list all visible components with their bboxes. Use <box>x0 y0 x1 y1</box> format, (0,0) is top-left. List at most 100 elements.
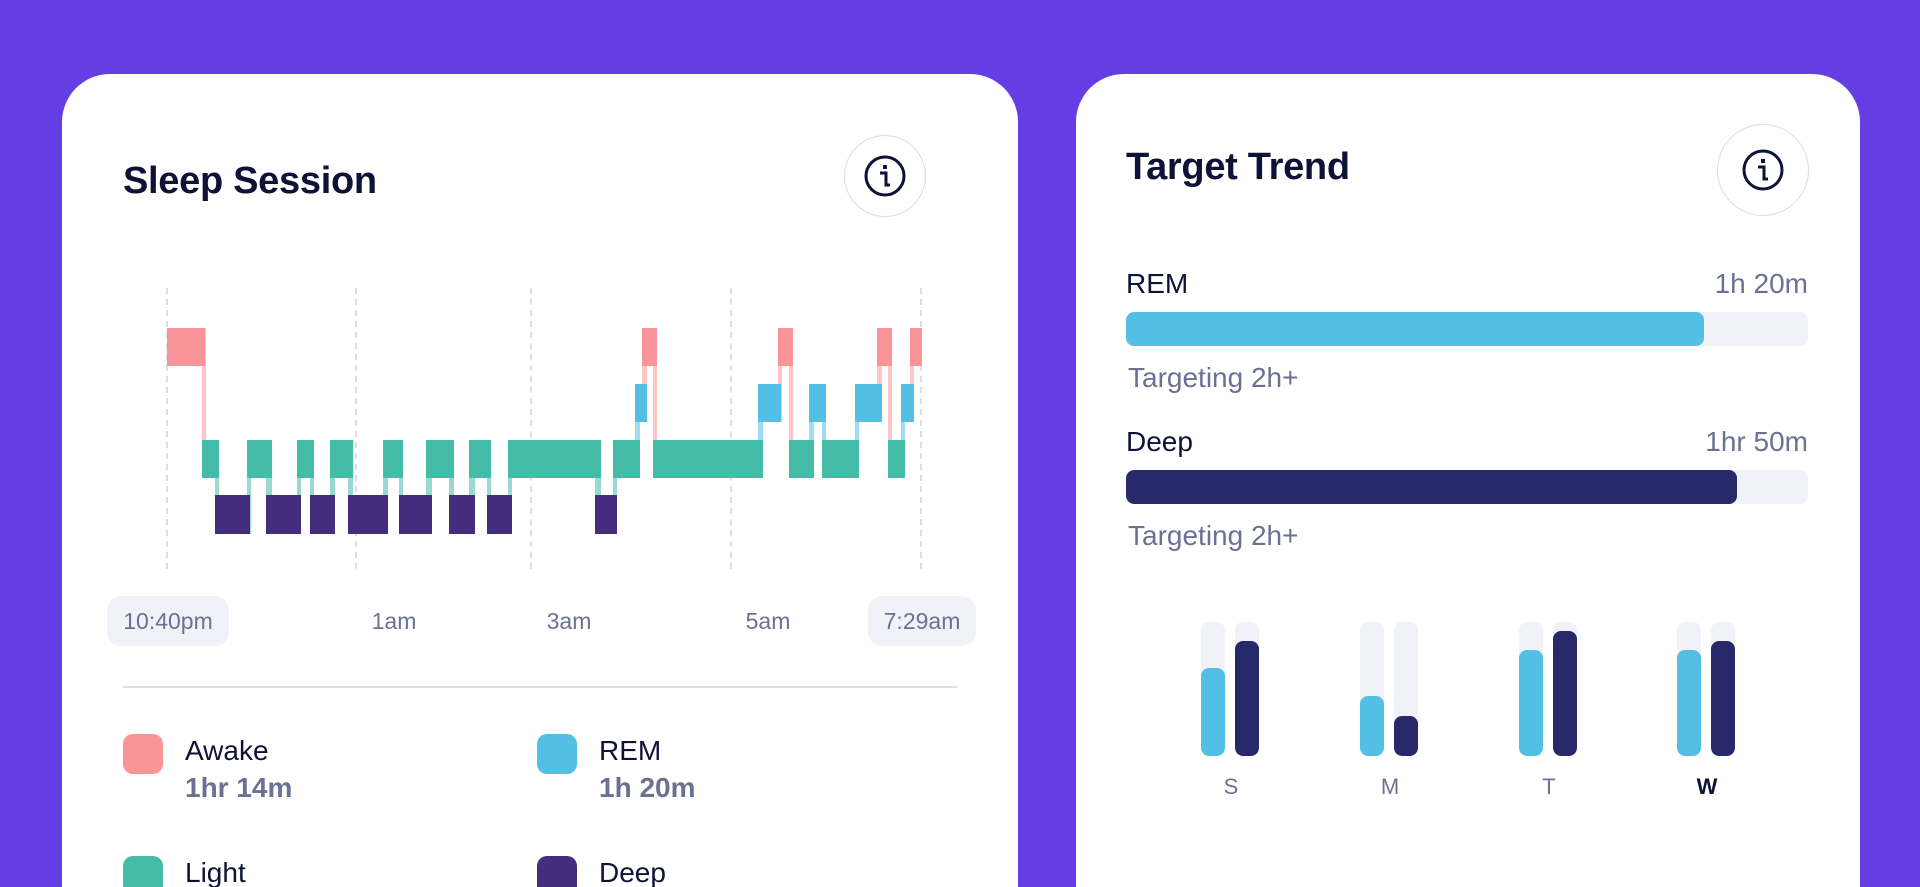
rem-bar-track <box>1519 622 1543 756</box>
metric-header-deep: Deep 1hr 50m <box>1126 426 1808 458</box>
stage-transition <box>348 440 353 534</box>
stage-transition <box>297 440 301 534</box>
metric-value: 1h 20m <box>1714 268 1808 299</box>
segment-deep <box>399 495 432 534</box>
day-label: M <box>1380 774 1400 799</box>
stage-transition <box>642 328 647 422</box>
legend-item-rem: REM 1h 20m <box>537 734 696 808</box>
day-bar-group <box>1519 622 1579 756</box>
segment-rem <box>758 384 781 422</box>
progress-track-rem <box>1126 312 1808 346</box>
segment-light <box>653 440 763 478</box>
stage-transition <box>310 440 314 534</box>
segment-light <box>508 440 601 478</box>
legend-value: 1hr 14m <box>185 772 293 803</box>
rem-bar-track <box>1677 622 1701 756</box>
segment-awake <box>910 328 922 366</box>
rem-bar-fill <box>1360 695 1384 756</box>
stage-transition <box>901 384 905 478</box>
day-bar-group <box>1360 622 1420 756</box>
segment-light <box>330 440 353 478</box>
segment-light <box>469 440 491 478</box>
stage-transition <box>778 328 782 422</box>
deep-bar-track <box>1553 622 1577 756</box>
stage-transition <box>635 384 640 478</box>
segment-rem <box>901 384 914 422</box>
info-icon <box>864 155 906 197</box>
progress-track-deep <box>1126 470 1808 504</box>
legend-label: Awake <box>185 735 269 766</box>
legend-item-deep: Deep <box>537 856 666 887</box>
stage-transition <box>449 440 454 534</box>
segment-awake <box>877 328 892 366</box>
metric-value: 1hr 50m <box>1705 426 1808 457</box>
stage-transition <box>910 328 914 422</box>
target-trend-info-button[interactable] <box>1717 124 1809 216</box>
segment-rem <box>855 384 882 422</box>
metric-header-rem: REM 1h 20m <box>1126 268 1808 300</box>
segment-light <box>383 440 403 478</box>
rem-bar-track <box>1360 622 1384 756</box>
segment-rem <box>809 384 826 422</box>
segment-light <box>247 440 272 478</box>
sleep-session-card: Sleep Session 10:40pm 1am 3am 5am 7:29am Awa… <box>62 74 1018 887</box>
legend-value: 1h 20m <box>599 772 696 803</box>
stage-transition <box>426 440 432 534</box>
segment-deep <box>310 495 335 534</box>
info-icon <box>1742 149 1784 191</box>
stage-transition <box>215 440 219 534</box>
stage-transition <box>888 328 892 478</box>
time-label: 7:29am <box>867 596 977 646</box>
legend-label: REM <box>599 735 662 766</box>
segment-light <box>789 440 814 478</box>
stage-transition <box>877 328 882 422</box>
stage-transition <box>855 384 859 478</box>
rem-swatch <box>537 734 577 774</box>
progress-fill <box>1126 312 1704 346</box>
progress-fill <box>1126 470 1738 504</box>
rem-bar-fill <box>1201 667 1225 756</box>
segment-awake <box>778 328 793 366</box>
stage-transition <box>266 440 272 534</box>
segment-deep <box>595 495 617 534</box>
metric-name: Deep <box>1126 426 1193 457</box>
time-label: 10:40pm <box>107 596 229 646</box>
hypnogram-chart <box>166 288 922 574</box>
segment-light <box>202 440 219 478</box>
deep-bar-fill <box>1711 640 1735 756</box>
stage-transition <box>202 328 206 478</box>
segment-awake <box>167 328 205 366</box>
segment-deep <box>487 495 512 534</box>
stage-transition <box>383 440 388 534</box>
rem-bar-fill <box>1519 650 1543 756</box>
time-label: 1am <box>371 608 417 634</box>
stage-transition <box>595 440 601 534</box>
rem-bar-fill <box>1677 650 1701 756</box>
sleep-session-info-button[interactable] <box>844 135 926 217</box>
stage-transition <box>809 384 814 478</box>
deep-bar-track <box>1711 622 1735 756</box>
deep-bar-track <box>1394 622 1418 756</box>
stage-transition <box>822 384 826 478</box>
stage-transition <box>469 440 475 534</box>
target-trend-title: Target Trend <box>1126 146 1350 188</box>
awake-swatch <box>123 734 163 774</box>
stage-transition <box>613 440 617 534</box>
stage-transition <box>487 440 491 534</box>
segment-deep <box>266 495 301 534</box>
day-label: W <box>1696 774 1718 799</box>
stage-transition <box>508 440 512 534</box>
stage-transition <box>330 440 335 534</box>
deep-bar-fill <box>1553 631 1577 756</box>
target-note: Targeting 2h+ <box>1128 520 1299 551</box>
segment-awake <box>642 328 657 366</box>
target-note: Targeting 2h+ <box>1128 362 1299 393</box>
deep-bar-fill <box>1235 640 1259 756</box>
legend-item-awake: Awake 1hr 14m <box>123 734 292 808</box>
day-bar-group <box>1677 622 1737 756</box>
legend-item-light: Light <box>123 856 246 887</box>
legend-label: Deep <box>599 857 666 887</box>
target-trend-card: Target Trend REM 1h 20m Targeting 2h+ Deep 1… <box>1076 74 1860 887</box>
deep-swatch <box>537 856 577 887</box>
rem-bar-track <box>1201 622 1225 756</box>
